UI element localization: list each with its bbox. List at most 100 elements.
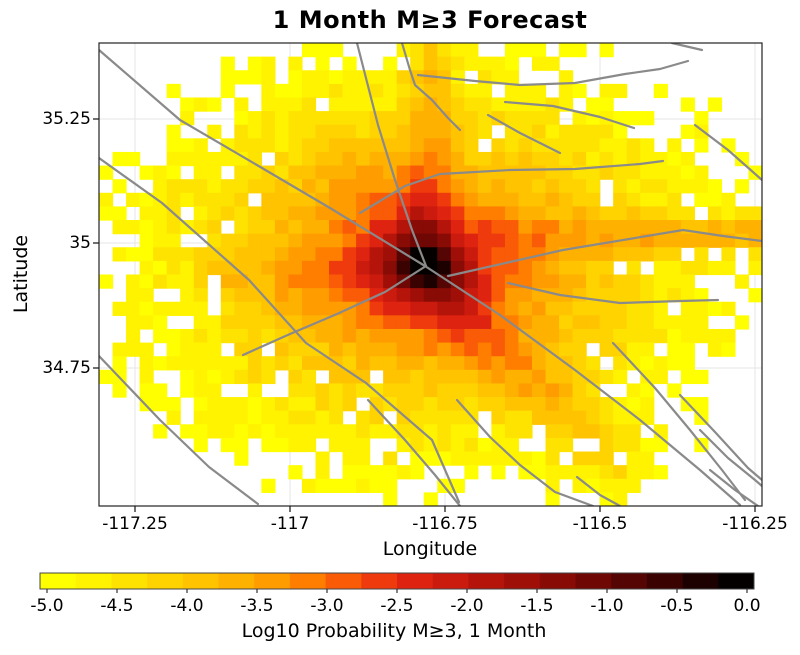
heat-cell: [545, 437, 560, 453]
heat-cell: [477, 233, 492, 248]
heat-cell: [274, 111, 290, 126]
heat-cell: [572, 151, 587, 167]
heat-cell: [572, 124, 587, 139]
heat-cell: [356, 315, 371, 330]
fault-line: [99, 354, 260, 506]
heat-cell: [342, 124, 357, 139]
heat-cell: [437, 342, 452, 357]
heat-cell: [396, 70, 411, 85]
heat-cell: [680, 179, 695, 194]
heat-cell: [166, 247, 181, 262]
heat-cell: [586, 315, 601, 330]
heat-cell: [99, 274, 114, 289]
heat-cell: [518, 179, 533, 194]
heat-cell: [234, 328, 249, 344]
heat-cell: [274, 97, 290, 112]
colorbar-segment: [646, 573, 684, 589]
heat-cell: [721, 247, 736, 262]
heat-cell: [369, 151, 384, 167]
x-tick-label: -117: [270, 514, 310, 534]
heat-cell: [356, 192, 371, 208]
heat-cell: [112, 220, 127, 235]
heat-cell: [383, 260, 398, 276]
heat-cell: [396, 220, 411, 235]
heat-cell: [396, 151, 411, 167]
heat-cell: [531, 192, 547, 208]
heat-cell: [342, 206, 357, 221]
heat-cell: [180, 342, 195, 357]
colorbar-segment: [539, 573, 576, 589]
heat-cell: [450, 151, 465, 167]
heat-cell: [220, 151, 235, 167]
heat-cell: [261, 70, 276, 85]
heat-cell: [613, 328, 628, 344]
heat-cell: [301, 328, 317, 344]
heat-cell: [599, 220, 614, 235]
heat-cell: [504, 179, 520, 194]
heat-cell: [545, 124, 560, 139]
heat-cell: [531, 43, 547, 58]
heat-cell: [274, 397, 290, 412]
plot-area: [99, 43, 762, 506]
heat-cell: [423, 369, 438, 385]
heat-cell: [504, 383, 520, 398]
heat-cell: [356, 328, 371, 344]
heat-cell: [220, 70, 235, 85]
heat-cell: [423, 206, 438, 221]
heat-cell: [586, 301, 601, 316]
heat-cell: [220, 301, 235, 316]
heat-cell: [694, 233, 709, 248]
heat-cell: [653, 328, 668, 344]
heat-cell: [694, 397, 709, 412]
heat-cell: [329, 220, 344, 235]
heat-cell: [450, 315, 465, 330]
heat-cell: [410, 43, 425, 58]
heat-cell: [437, 97, 452, 112]
heat-cell: [518, 383, 533, 398]
fault-line: [241, 264, 428, 357]
heat-cell: [288, 465, 303, 480]
heat-cell: [383, 465, 398, 480]
heat-cell: [234, 233, 249, 248]
heat-cell: [139, 397, 154, 412]
heat-cell: [261, 56, 276, 71]
heat-cell: [586, 369, 601, 385]
heat-cell: [342, 138, 357, 153]
heat-cell: [329, 274, 344, 289]
heat-cell: [166, 151, 181, 167]
heat-cell: [680, 356, 695, 371]
heat-cell: [586, 151, 601, 167]
heat-cell: [261, 206, 276, 221]
heat-cell: [383, 138, 398, 153]
heatmap-layer: [99, 43, 762, 506]
heat-cell: [99, 206, 114, 221]
heat-cell: [707, 328, 723, 344]
heat-cell: [153, 247, 168, 262]
heat-cell: [369, 465, 384, 480]
heat-cell: [531, 260, 547, 276]
heat-cell: [613, 220, 628, 235]
heat-cell: [640, 356, 655, 371]
heat-cell: [531, 451, 547, 466]
heat-cell: [653, 206, 668, 221]
colorbar-segment: [40, 573, 77, 589]
heat-cell: [653, 165, 668, 180]
heat-cell: [180, 424, 195, 439]
fault-line: [506, 281, 720, 305]
y-tick-label: 35.25: [42, 109, 91, 129]
heat-cell: [207, 424, 222, 439]
colorbar: [39, 572, 755, 593]
heat-cell: [423, 451, 438, 466]
heat-cell: [721, 301, 736, 316]
heat-cell: [680, 165, 695, 180]
heat-cell: [437, 315, 452, 330]
heat-cell: [450, 369, 465, 385]
heat-cell: [139, 369, 154, 385]
heat-cell: [207, 220, 222, 235]
heat-cell: [504, 70, 520, 85]
heat-cell: [707, 342, 723, 357]
heat-cell: [613, 247, 628, 262]
heat-cell: [464, 111, 479, 126]
heat-cell: [220, 233, 235, 248]
heat-cell: [437, 369, 452, 385]
